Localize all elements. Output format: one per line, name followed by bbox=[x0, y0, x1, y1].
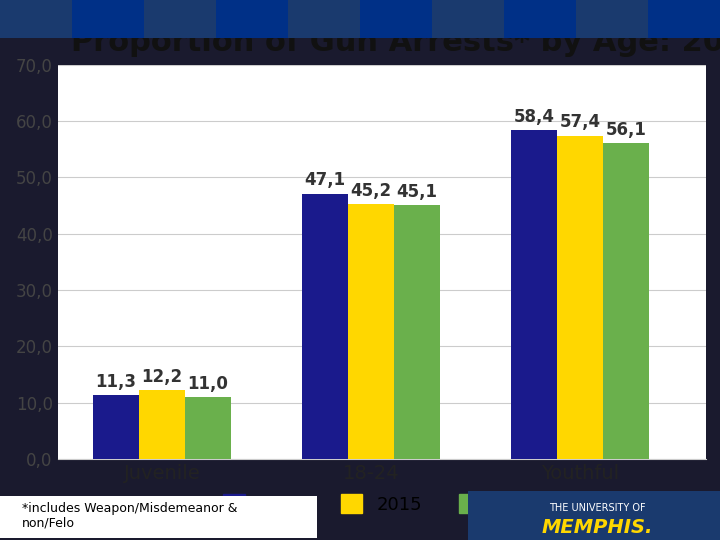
Text: MEMPHIS.: MEMPHIS. bbox=[542, 518, 653, 537]
Bar bbox=[468, 491, 720, 540]
Bar bbox=[360, 0, 432, 38]
Bar bbox=[139, 390, 185, 459]
Bar bbox=[648, 0, 720, 38]
Text: THE UNIVERSITY OF: THE UNIVERSITY OF bbox=[549, 503, 646, 514]
Bar bbox=[557, 136, 603, 459]
Bar bbox=[72, 0, 144, 38]
Bar bbox=[144, 0, 216, 38]
Text: 56,1: 56,1 bbox=[606, 120, 647, 139]
Bar bbox=[504, 0, 576, 38]
Text: 11,3: 11,3 bbox=[96, 373, 137, 391]
Text: 57,4: 57,4 bbox=[559, 113, 600, 131]
Text: 45,1: 45,1 bbox=[397, 183, 438, 200]
Bar bbox=[216, 0, 288, 38]
Bar bbox=[576, 0, 648, 38]
Bar bbox=[302, 194, 348, 459]
Text: Proportion of Gun Arrests* by Age: 2014-2016: Proportion of Gun Arrests* by Age: 2014-… bbox=[71, 28, 720, 57]
Text: 47,1: 47,1 bbox=[305, 171, 346, 189]
Bar bbox=[394, 205, 440, 459]
Bar bbox=[185, 397, 231, 459]
Text: 12,2: 12,2 bbox=[142, 368, 183, 386]
Text: 45,2: 45,2 bbox=[351, 182, 392, 200]
Legend: 2014, 2015, 2016: 2014, 2015, 2016 bbox=[216, 487, 547, 521]
Bar bbox=[93, 395, 139, 459]
Text: *includes Weapon/Misdemeanor &
non/Felo: *includes Weapon/Misdemeanor & non/Felo bbox=[22, 502, 237, 530]
Bar bbox=[432, 0, 504, 38]
Text: 58,4: 58,4 bbox=[513, 107, 554, 126]
FancyBboxPatch shape bbox=[0, 496, 317, 538]
Bar bbox=[288, 0, 360, 38]
Text: 11,0: 11,0 bbox=[188, 375, 228, 393]
Bar bbox=[348, 205, 394, 459]
Bar bbox=[511, 130, 557, 459]
Bar bbox=[0, 0, 72, 38]
Bar bbox=[603, 143, 649, 459]
